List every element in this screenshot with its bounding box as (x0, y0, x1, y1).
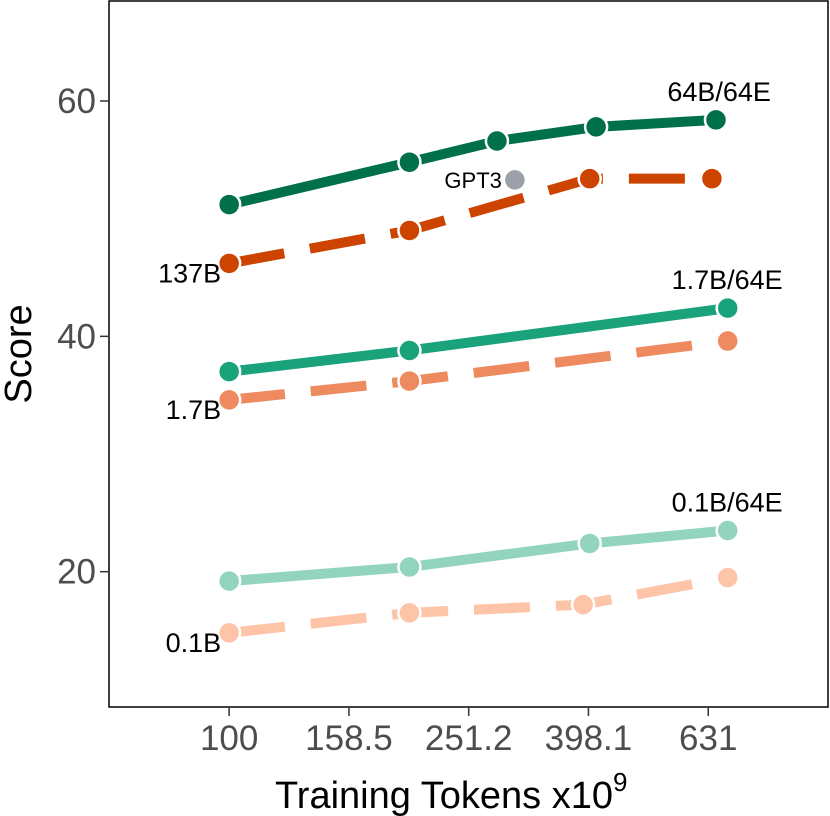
series-0-1b-64e (216, 518, 740, 594)
series-137b (216, 166, 725, 276)
series-1-7b-64e (216, 295, 740, 384)
data-point-0-1b-64e (397, 554, 422, 580)
data-point-64b-64e (216, 192, 242, 217)
data-point-137b (397, 218, 422, 243)
data-point-0-1b-64e (216, 568, 242, 594)
y-axis: 20 40 60 (57, 82, 109, 592)
data-point-1-7b-64e (715, 295, 740, 321)
data-point-64b-64e (484, 128, 510, 154)
series-line-0-1b (228, 572, 729, 638)
label-layer: 64B/64E 137B 1.7B/64E 1.7B 0.1B/64E 0.1B (158, 77, 783, 658)
series-layer (216, 107, 740, 646)
x-axis: 100 158.5 251.2 398.1 631 (200, 707, 737, 758)
data-point-64b-64e (703, 107, 729, 133)
reference-layer: GPT3 (444, 167, 528, 193)
x-axis-title: Training Tokens x109 (275, 767, 627, 816)
data-point-1-7b (397, 368, 422, 394)
series-label-0-1b: 0.1B (166, 628, 222, 658)
data-point-0-1b (715, 565, 740, 590)
x-tick-label: 100 (200, 719, 258, 758)
data-point-0-1b (216, 620, 242, 646)
reference-label-gpt3: GPT3 (444, 168, 501, 193)
data-point-137b (216, 251, 242, 276)
series-label-1-7b: 1.7B (166, 395, 222, 425)
series-64b-64e (216, 107, 729, 217)
data-point-1-7b (715, 328, 740, 354)
data-point-137b (577, 166, 602, 191)
x-axis-title-exponent: 9 (613, 767, 627, 797)
series-line-0-1b-64e (228, 525, 729, 587)
y-axis-title: Score (0, 304, 40, 403)
y-tick-label: 20 (57, 553, 96, 592)
x-tick-label: 398.1 (545, 719, 633, 758)
reference-point-gpt3 (502, 167, 528, 193)
data-point-1-7b (216, 387, 242, 413)
y-tick-label: 40 (57, 317, 96, 356)
series-line-137b (228, 173, 712, 269)
data-point-1-7b-64e (397, 338, 422, 363)
y-tick-label: 60 (57, 82, 96, 121)
data-point-0-1b-64e (577, 531, 602, 556)
series-0-1b (216, 565, 740, 646)
data-point-64b-64e (583, 114, 609, 140)
x-tick-label: 631 (679, 719, 737, 758)
data-point-1-7b-64e (216, 359, 242, 384)
series-label-137b: 137B (158, 258, 221, 288)
x-tick-label: 158.5 (305, 719, 393, 758)
series-label-0-1b-64e: 0.1B/64E (672, 488, 783, 518)
x-axis-title-main: Training Tokens x10 (275, 775, 613, 816)
plot-panel (108, 0, 829, 708)
data-point-0-1b-64e (715, 518, 740, 543)
data-point-0-1b (570, 592, 596, 617)
series-1-7b (216, 328, 740, 413)
x-tick-label: 251.2 (425, 719, 513, 758)
series-label-1-7b-64e: 1.7B/64E (672, 265, 783, 295)
data-point-64b-64e (397, 149, 422, 175)
data-point-137b (699, 166, 725, 191)
series-label-64b-64e: 64B/64E (667, 77, 771, 107)
data-point-0-1b (397, 600, 422, 626)
